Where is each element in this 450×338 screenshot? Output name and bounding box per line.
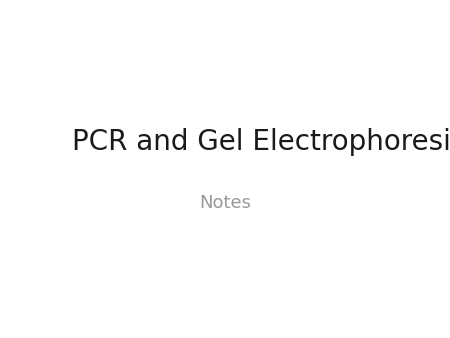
Text: Notes: Notes [199,194,251,212]
Text: PCR and Gel Electrophoresis: PCR and Gel Electrophoresis [72,128,450,156]
